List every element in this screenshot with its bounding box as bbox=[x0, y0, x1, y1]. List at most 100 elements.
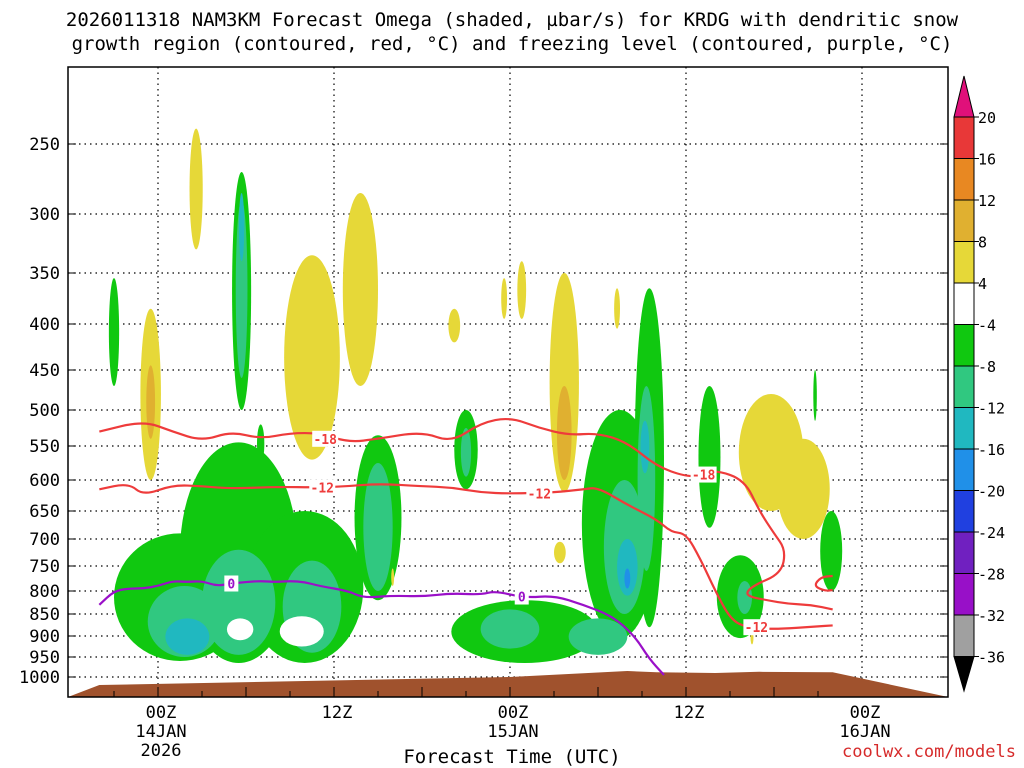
omega-region-m12_m8 bbox=[202, 549, 276, 655]
y-tick-label: 1000 bbox=[19, 668, 60, 688]
contour-label-bg bbox=[309, 479, 336, 496]
x-tick-label: 16JAN bbox=[839, 722, 890, 742]
dendritic-contour-label: -12 bbox=[311, 481, 334, 496]
y-tick-label: 950 bbox=[29, 648, 60, 668]
x-tick-label: 14JAN bbox=[135, 722, 186, 742]
x-axis-title: Forecast Time (UTC) bbox=[403, 746, 621, 768]
omega-region-4_8 bbox=[391, 568, 395, 586]
omega-region-4_8 bbox=[517, 261, 527, 319]
colorbar-label: 20 bbox=[978, 109, 996, 127]
y-tick-label: 450 bbox=[29, 361, 60, 381]
y-tick-label: 750 bbox=[29, 557, 60, 577]
omega-region-4_8 bbox=[448, 308, 461, 343]
omega-neutral-hole bbox=[226, 618, 254, 641]
colorbar-label: -24 bbox=[978, 524, 1005, 542]
colorbar-box bbox=[953, 448, 975, 491]
y-tick-label: 900 bbox=[29, 627, 60, 647]
omega-region-m12_m8 bbox=[363, 463, 393, 591]
dendritic-contour bbox=[814, 574, 833, 592]
colorbar-label: -12 bbox=[978, 400, 1005, 418]
contour-label-bg bbox=[312, 430, 339, 447]
dendritic-contour bbox=[99, 417, 833, 611]
omega-region-m8_m4 bbox=[108, 278, 120, 386]
dendritic-contour-label: -18 bbox=[313, 433, 337, 448]
dendritic-contour-label: -12 bbox=[745, 621, 768, 636]
omega-region-m12_m8 bbox=[460, 428, 472, 477]
colorbar-label: -4 bbox=[978, 317, 996, 335]
colorbar-box bbox=[953, 241, 975, 284]
colorbar-box bbox=[953, 282, 975, 325]
omega-region-m16_m12 bbox=[165, 618, 210, 655]
colorbar-label: -16 bbox=[978, 441, 1005, 459]
omega-neutral-hole bbox=[279, 616, 324, 647]
contour-label-bg bbox=[690, 466, 717, 483]
y-tick-label: 250 bbox=[29, 135, 60, 155]
freezing-level-label: 0 bbox=[518, 591, 526, 606]
omega-region-4_8 bbox=[554, 541, 566, 564]
omega-region-4_8 bbox=[614, 288, 620, 329]
colorbar-box bbox=[953, 573, 975, 616]
colorbar-box bbox=[953, 199, 975, 242]
colorbar-box bbox=[953, 158, 975, 201]
x-tick-label: 12Z bbox=[674, 703, 705, 723]
x-tick-label: 12Z bbox=[322, 703, 353, 723]
colorbar-label: -32 bbox=[978, 607, 1005, 625]
y-tick-label: 650 bbox=[29, 502, 60, 522]
omega-region-m8_m4 bbox=[698, 386, 721, 528]
omega-region-m8_m4 bbox=[813, 370, 817, 421]
dendritic-contour bbox=[99, 483, 833, 630]
contour-label-bg bbox=[514, 588, 529, 605]
dendritic-contour-label: -12 bbox=[528, 488, 551, 503]
omega-region-m20_m16 bbox=[624, 568, 631, 589]
omega-region-m12_m8 bbox=[568, 618, 628, 655]
omega-region-m16_m12 bbox=[640, 420, 650, 474]
freezing-level-label: 0 bbox=[227, 578, 235, 593]
omega-region-m12_m8 bbox=[737, 581, 753, 614]
contour-label-bg bbox=[224, 575, 239, 592]
omega-region-4_8 bbox=[189, 128, 203, 250]
x-tick-label: 00Z bbox=[498, 703, 529, 723]
omega-region-4_8 bbox=[549, 273, 579, 493]
omega-region-m16_m12 bbox=[238, 193, 245, 262]
colorbar-box bbox=[953, 490, 975, 533]
colorbar-box bbox=[953, 365, 975, 408]
plot-frame bbox=[67, 66, 949, 698]
colorbar-box bbox=[953, 324, 975, 367]
chart-title-line1: 2026011318 NAM3KM Forecast Omega (shaded… bbox=[65, 9, 959, 31]
omega-region-m12_m8 bbox=[235, 200, 248, 378]
colorbar-label: -8 bbox=[978, 358, 996, 376]
x-tick-label: 15JAN bbox=[487, 722, 538, 742]
x-tick-label: 2026 bbox=[141, 741, 182, 761]
colorbar-box bbox=[953, 614, 975, 657]
y-tick-label: 300 bbox=[29, 205, 60, 225]
y-tick-label: 850 bbox=[29, 605, 60, 625]
y-tick-label: 500 bbox=[29, 401, 60, 421]
freezing-level-contour bbox=[98, 580, 665, 676]
colorbar-box bbox=[953, 407, 975, 450]
y-tick-label: 700 bbox=[29, 530, 60, 550]
terrain-surface bbox=[68, 671, 948, 697]
omega-region-m8_m4 bbox=[257, 424, 265, 464]
omega-region-m16_m12 bbox=[617, 539, 638, 596]
omega-region-4_8 bbox=[342, 193, 378, 386]
colorbar-label: 12 bbox=[978, 192, 996, 210]
contour-label-bg bbox=[743, 619, 770, 636]
omega-region-4_8 bbox=[776, 438, 830, 539]
omega-region-m8_m4 bbox=[820, 511, 843, 591]
colorbar-bottom-arrow bbox=[953, 656, 975, 693]
omega-region-m12_m8 bbox=[480, 609, 540, 649]
x-tick-label: 00Z bbox=[850, 703, 881, 723]
colorbar-label: 16 bbox=[978, 151, 996, 169]
colorbar-label: -20 bbox=[978, 483, 1005, 501]
contour-label-bg bbox=[526, 485, 553, 502]
y-tick-label: 600 bbox=[29, 471, 60, 491]
x-tick-label: 00Z bbox=[146, 703, 177, 723]
omega-region-4_8 bbox=[501, 278, 508, 319]
colorbar-box bbox=[953, 531, 975, 574]
y-tick-label: 350 bbox=[29, 264, 60, 284]
colorbar-label: 8 bbox=[978, 234, 987, 252]
omega-region-m12_m8 bbox=[637, 386, 656, 571]
y-tick-label: 800 bbox=[29, 582, 60, 602]
y-tick-label: 400 bbox=[29, 315, 60, 335]
colorbar-label: -36 bbox=[978, 649, 1005, 667]
